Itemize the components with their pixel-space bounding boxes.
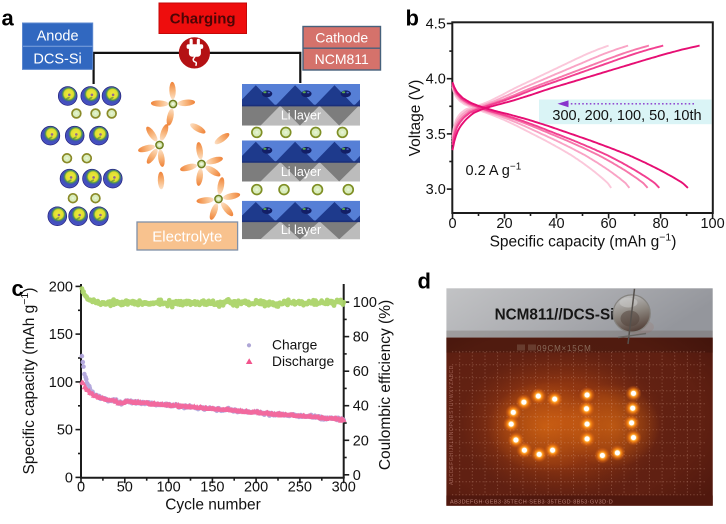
svg-text:NCM811: NCM811 bbox=[315, 51, 369, 67]
svg-text:0: 0 bbox=[77, 480, 85, 496]
svg-text:80: 80 bbox=[653, 216, 669, 232]
svg-text:300: 300 bbox=[332, 480, 356, 496]
svg-text:300, 200, 100, 50, 10th: 300, 200, 100, 50, 10th bbox=[552, 108, 701, 124]
svg-text:150: 150 bbox=[49, 327, 73, 343]
svg-text:a: a bbox=[2, 6, 15, 31]
svg-text:Li layer: Li layer bbox=[281, 223, 321, 237]
svg-text:4.0: 4.0 bbox=[426, 72, 446, 88]
svg-text:Specific capacity (mAh g−1): Specific capacity (mAh g−1) bbox=[490, 232, 677, 251]
svg-text:d: d bbox=[418, 269, 431, 294]
svg-text:09CM×15CM: 09CM×15CM bbox=[537, 344, 592, 353]
svg-text:200: 200 bbox=[49, 279, 73, 295]
svg-text:3.0: 3.0 bbox=[426, 182, 446, 198]
svg-text:50: 50 bbox=[57, 423, 73, 439]
svg-text:80: 80 bbox=[353, 330, 369, 346]
svg-text:ABCDEFGHIJKLMNOPQRSTUVWXYZABCD: ABCDEFGHIJKLMNOPQRSTUVWXYZABCD bbox=[449, 365, 455, 485]
svg-text:Charge: Charge bbox=[272, 338, 318, 353]
svg-text:40: 40 bbox=[353, 399, 369, 415]
svg-text:AB3DEFGH·GEB3·35TECH·SEB3·35TE: AB3DEFGH·GEB3·35TECH·SEB3·35TEGD·8B53·GV… bbox=[450, 500, 613, 506]
svg-text:60: 60 bbox=[601, 216, 617, 232]
svg-text:100: 100 bbox=[156, 480, 180, 496]
svg-text:Coulombic efficiency (%): Coulombic efficiency (%) bbox=[377, 300, 394, 470]
svg-text:0: 0 bbox=[448, 216, 456, 232]
svg-text:Li layer: Li layer bbox=[281, 109, 321, 123]
svg-text:Anode: Anode bbox=[37, 29, 79, 45]
svg-text:200: 200 bbox=[244, 480, 268, 496]
svg-text:150: 150 bbox=[200, 480, 224, 496]
svg-text:Discharge: Discharge bbox=[272, 354, 334, 369]
svg-text:0: 0 bbox=[353, 468, 361, 484]
svg-text:0.2 A g−1: 0.2 A g−1 bbox=[466, 162, 522, 180]
svg-text:b: b bbox=[406, 6, 419, 31]
svg-text:NCM811//DCS-Si: NCM811//DCS-Si bbox=[495, 307, 615, 324]
svg-text:Cycle number: Cycle number bbox=[165, 497, 261, 514]
svg-text:3.5: 3.5 bbox=[426, 127, 446, 143]
svg-text:100: 100 bbox=[700, 216, 724, 232]
svg-text:20: 20 bbox=[353, 433, 369, 449]
svg-text:Electrolyte: Electrolyte bbox=[152, 229, 222, 246]
svg-text:Li layer: Li layer bbox=[281, 165, 321, 179]
svg-text:250: 250 bbox=[288, 480, 312, 496]
svg-text:20: 20 bbox=[496, 216, 512, 232]
svg-text:Cathode: Cathode bbox=[315, 30, 368, 46]
svg-text:4.5: 4.5 bbox=[426, 17, 446, 33]
svg-text:100: 100 bbox=[49, 375, 73, 391]
svg-text:DCS-Si: DCS-Si bbox=[33, 52, 81, 68]
svg-text:c: c bbox=[12, 276, 24, 301]
svg-text:40: 40 bbox=[548, 216, 564, 232]
svg-text:0: 0 bbox=[65, 470, 73, 486]
svg-text:50: 50 bbox=[117, 480, 133, 496]
svg-text:Specific capacity (mAh g−1): Specific capacity (mAh g−1) bbox=[19, 288, 38, 475]
svg-text:Charging: Charging bbox=[170, 11, 236, 28]
svg-text:60: 60 bbox=[353, 364, 369, 380]
svg-text:Voltage (V): Voltage (V) bbox=[407, 80, 424, 157]
svg-text:100: 100 bbox=[353, 295, 377, 311]
